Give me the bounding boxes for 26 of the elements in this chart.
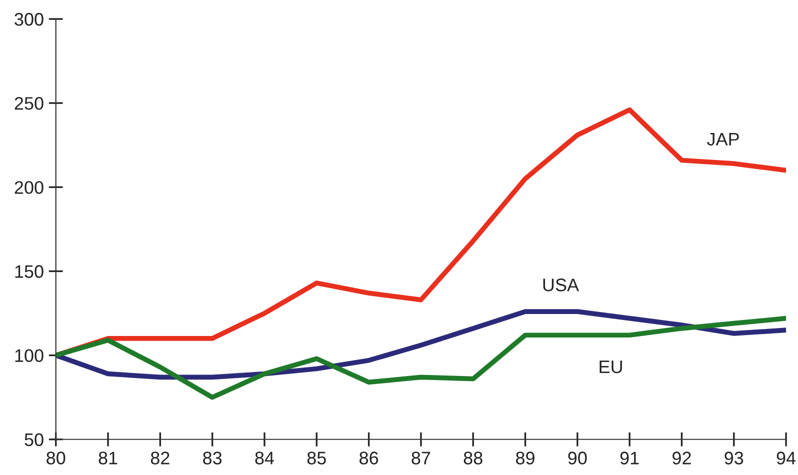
x-tick-label: 89 <box>516 452 534 464</box>
line-series <box>56 309 786 380</box>
line-series <box>56 316 786 400</box>
series-label: JAP <box>707 132 739 146</box>
series-label: EU <box>600 360 622 374</box>
x-tick-label: 93 <box>724 452 744 464</box>
y-tick-label: 200 <box>14 181 44 194</box>
y-tick-label: 250 <box>14 97 44 110</box>
y-tick-label: 150 <box>15 265 44 278</box>
x-tick-label: 90 <box>568 452 587 464</box>
x-tick-label: 84 <box>255 452 274 464</box>
x-tick-label: 81 <box>98 452 118 464</box>
x-tick-label: 85 <box>307 452 326 464</box>
x-tick-label: 87 <box>412 452 430 464</box>
x-tick-label: 83 <box>203 452 222 464</box>
x-tick-label: 88 <box>464 452 482 464</box>
x-tick-label: 80 <box>46 452 66 464</box>
x-tick-label: 86 <box>360 452 378 464</box>
y-tick-label: 50 <box>24 433 44 446</box>
x-tick-label: 82 <box>150 452 170 464</box>
x-tick-label: 92 <box>672 452 691 464</box>
y-tick-label: 300 <box>14 12 44 26</box>
x-tick-label: 91 <box>620 452 639 464</box>
y-tick-label: 100 <box>15 349 44 362</box>
x-tick-label: 94 <box>776 452 796 464</box>
series-label: USA <box>543 278 580 292</box>
